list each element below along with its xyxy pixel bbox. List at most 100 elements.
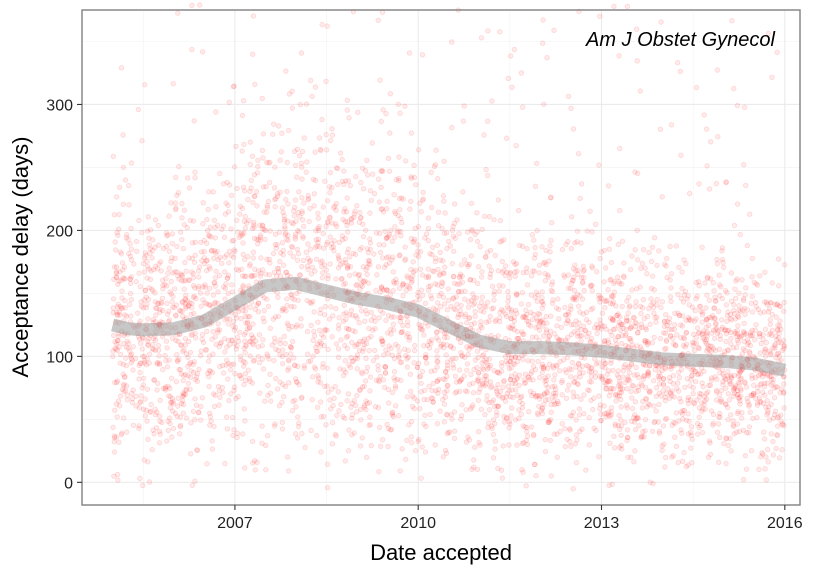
data-point: [153, 312, 159, 318]
data-point: [626, 336, 632, 342]
data-point: [522, 379, 529, 386]
data-point: [234, 430, 241, 436]
data-point: [576, 303, 582, 309]
data-point: [215, 256, 221, 262]
data-point: [358, 308, 365, 314]
data-point: [708, 408, 715, 414]
data-point: [249, 225, 256, 232]
data-point: [719, 367, 726, 373]
data-point: [164, 283, 170, 289]
data-point: [554, 323, 560, 329]
data-point: [154, 409, 160, 415]
data-point: [659, 443, 665, 449]
data-point: [519, 467, 525, 473]
data-point: [324, 147, 330, 153]
data-point: [770, 345, 776, 351]
data-point: [141, 358, 148, 364]
data-point: [344, 265, 351, 272]
data-point: [110, 305, 116, 311]
data-point: [471, 277, 477, 284]
data-point: [155, 347, 162, 353]
data-point: [247, 353, 253, 359]
data-point: [485, 28, 491, 34]
data-point: [617, 314, 623, 320]
data-point: [613, 398, 619, 404]
data-point: [242, 418, 248, 424]
data-point: [228, 362, 234, 368]
data-point: [279, 399, 285, 405]
data-point: [173, 205, 179, 211]
data-point: [563, 395, 570, 401]
data-point: [172, 174, 179, 181]
data-point: [423, 352, 429, 358]
data-point: [534, 160, 540, 167]
data-point: [604, 379, 611, 385]
data-point: [436, 376, 442, 383]
data-point: [453, 379, 460, 385]
data-point: [205, 206, 211, 213]
data-point: [297, 101, 304, 108]
data-point: [515, 335, 522, 342]
data-point: [739, 277, 745, 283]
data-point: [559, 246, 566, 253]
data-point: [281, 213, 287, 219]
data-point: [607, 385, 613, 392]
data-point: [303, 101, 310, 107]
data-point: [650, 300, 656, 306]
data-point: [648, 258, 655, 265]
data-point: [632, 303, 639, 310]
data-point: [719, 399, 725, 405]
data-point: [116, 333, 122, 340]
data-point: [323, 131, 329, 138]
data-point: [242, 213, 248, 220]
data-point: [367, 240, 374, 246]
data-point: [567, 285, 574, 292]
data-point: [597, 405, 603, 412]
data-point: [127, 348, 133, 354]
data-point: [749, 327, 755, 333]
data-point: [305, 197, 311, 203]
data-point: [686, 190, 693, 197]
data-point: [196, 264, 203, 270]
data-point: [443, 450, 450, 456]
data-point: [540, 354, 546, 360]
data-point: [634, 58, 640, 64]
data-point: [676, 312, 683, 318]
data-point: [569, 413, 575, 419]
data-point: [737, 376, 743, 382]
data-point: [391, 191, 397, 198]
data-point: [365, 261, 371, 267]
data-point: [179, 393, 186, 400]
data-point: [737, 398, 743, 404]
data-point: [234, 334, 241, 341]
data-point: [141, 360, 148, 366]
data-point: [707, 451, 714, 458]
data-point: [283, 308, 289, 314]
data-point: [580, 268, 586, 274]
data-point: [752, 337, 758, 343]
data-point: [379, 286, 385, 292]
data-point: [544, 390, 551, 396]
data-point: [357, 443, 364, 449]
data-point: [296, 420, 302, 426]
data-point: [187, 300, 193, 306]
data-point: [158, 268, 164, 274]
data-point: [192, 335, 199, 341]
data-point: [137, 399, 144, 405]
data-point: [317, 146, 324, 153]
data-point: [333, 305, 339, 312]
data-point: [348, 220, 355, 226]
data-point: [238, 316, 244, 322]
data-point: [293, 162, 299, 169]
data-point: [274, 190, 281, 197]
data-point: [696, 330, 702, 336]
data-point: [267, 325, 273, 331]
data-point: [765, 309, 771, 315]
data-point: [736, 395, 742, 401]
data-point: [153, 425, 160, 431]
data-point: [534, 227, 540, 234]
data-point: [120, 132, 126, 138]
data-point: [362, 278, 368, 284]
data-point: [430, 380, 436, 387]
data-point: [503, 394, 510, 400]
